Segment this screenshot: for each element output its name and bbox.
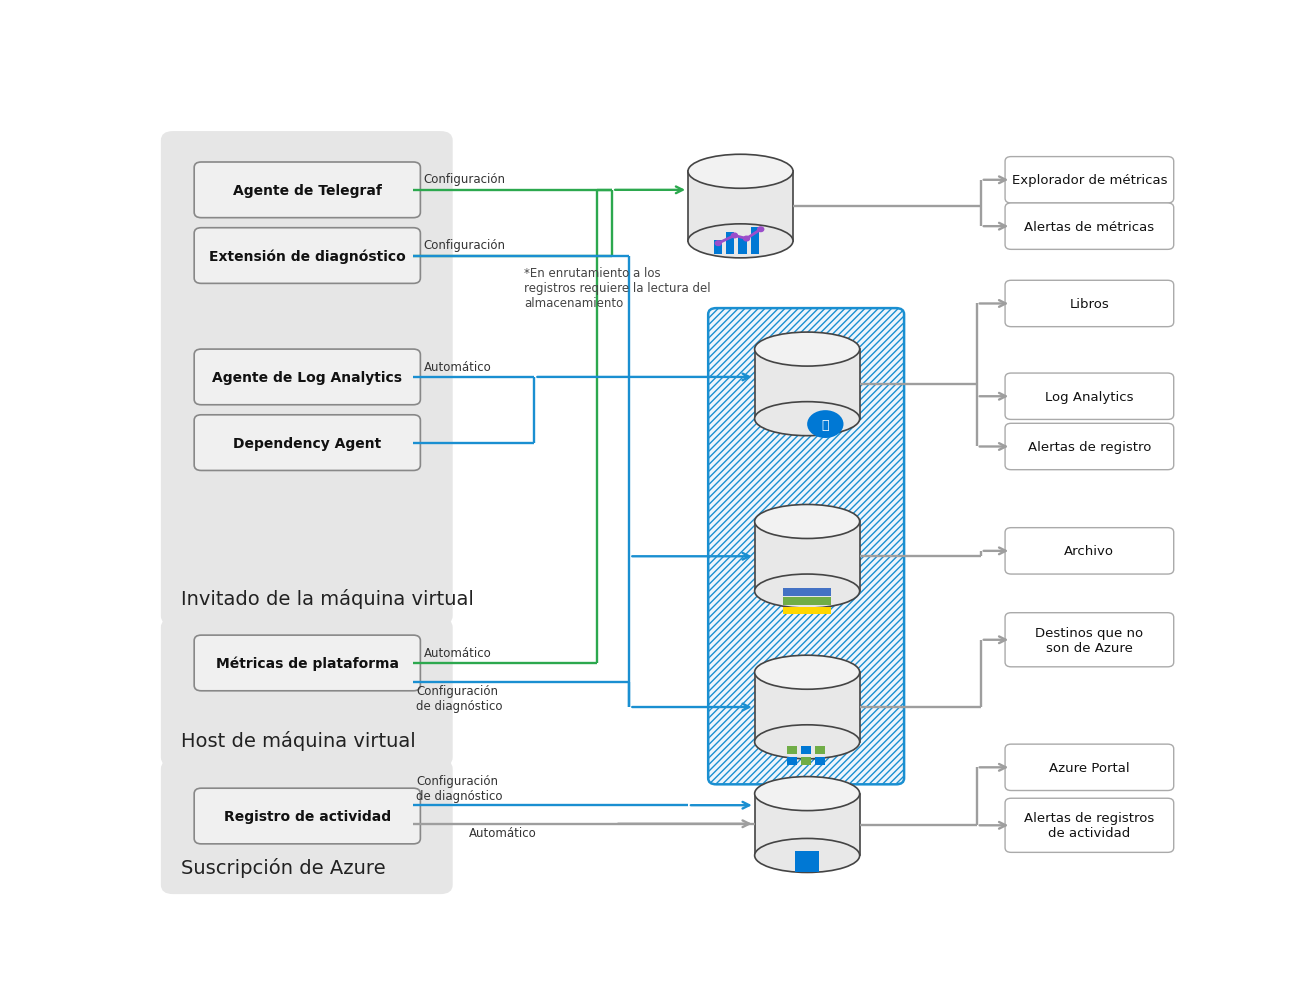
Bar (816, 746, 825, 754)
Text: Alertas de registros
de actividad: Alertas de registros de actividad (1024, 811, 1154, 840)
FancyBboxPatch shape (709, 309, 904, 784)
FancyBboxPatch shape (194, 350, 421, 405)
Bar (751, 228, 758, 255)
Text: Archivo: Archivo (1065, 545, 1114, 558)
Text: Extensión de diagnóstico: Extensión de diagnóstico (208, 249, 405, 264)
FancyBboxPatch shape (1005, 204, 1174, 250)
Text: *En enrutamiento a los
registros requiere la lectura del
almacenamiento: *En enrutamiento a los registros requier… (524, 267, 711, 310)
Polygon shape (688, 173, 794, 242)
Text: Métricas: Métricas (704, 194, 778, 209)
Polygon shape (754, 793, 860, 856)
Text: Log Analytics: Log Analytics (1045, 390, 1134, 403)
Ellipse shape (688, 155, 794, 190)
FancyBboxPatch shape (194, 636, 421, 691)
Text: Registro de actividad: Registro de actividad (224, 809, 391, 823)
Ellipse shape (688, 225, 794, 259)
Text: Alertas de métricas: Alertas de métricas (1024, 221, 1154, 234)
Text: Configuración
de diagnóstico: Configuración de diagnóstico (417, 684, 503, 712)
Polygon shape (754, 522, 860, 592)
Bar (787, 757, 797, 765)
Text: Registros: Registros (766, 371, 848, 386)
FancyBboxPatch shape (1005, 157, 1174, 204)
FancyBboxPatch shape (1005, 613, 1174, 667)
FancyBboxPatch shape (194, 229, 421, 284)
Text: Alertas de registro: Alertas de registro (1028, 440, 1151, 453)
Text: ꞵ: ꞵ (822, 418, 829, 431)
FancyBboxPatch shape (160, 619, 452, 766)
Circle shape (731, 234, 737, 239)
Text: Azure Portal: Azure Portal (1049, 761, 1130, 774)
Text: Dependency Agent: Dependency Agent (233, 436, 382, 450)
Ellipse shape (754, 839, 860, 873)
Text: Libros: Libros (1070, 298, 1109, 311)
Text: Automático: Automático (469, 826, 537, 840)
Ellipse shape (754, 725, 860, 759)
Text: Destinos que no
son de Azure: Destinos que no son de Azure (1036, 626, 1144, 654)
Bar (783, 589, 831, 596)
Polygon shape (754, 350, 860, 419)
FancyBboxPatch shape (194, 415, 421, 471)
Bar (714, 241, 722, 255)
Text: Automático: Automático (423, 647, 491, 659)
Ellipse shape (754, 656, 860, 689)
Bar (783, 598, 831, 606)
Polygon shape (754, 673, 860, 742)
Text: Invitado de la máquina virtual: Invitado de la máquina virtual (181, 589, 474, 609)
FancyBboxPatch shape (1005, 529, 1174, 575)
FancyBboxPatch shape (1005, 424, 1174, 470)
Bar (787, 746, 797, 754)
Bar (726, 233, 735, 255)
Bar (801, 746, 812, 754)
FancyBboxPatch shape (1005, 281, 1174, 327)
Circle shape (807, 411, 843, 438)
Text: Host de máquina virtual: Host de máquina virtual (181, 730, 416, 750)
Text: Métricas de plataforma: Métricas de plataforma (216, 656, 399, 671)
Bar (783, 607, 831, 615)
Bar (816, 757, 825, 765)
FancyBboxPatch shape (1005, 374, 1174, 420)
FancyBboxPatch shape (1005, 798, 1174, 853)
Text: Agente de Telegraf: Agente de Telegraf (233, 184, 382, 198)
Text: Configuración: Configuración (423, 239, 506, 252)
Text: Explorador de métricas: Explorador de métricas (1011, 175, 1167, 188)
FancyBboxPatch shape (160, 760, 452, 895)
FancyBboxPatch shape (1005, 744, 1174, 790)
Ellipse shape (754, 402, 860, 436)
Bar (739, 238, 747, 255)
Text: Configuración: Configuración (423, 174, 506, 186)
Circle shape (715, 242, 722, 247)
Text: Suscripción de Azure: Suscripción de Azure (181, 858, 386, 878)
Text: ActivityLog: ActivityLog (758, 813, 855, 828)
Bar (801, 757, 812, 765)
Bar (795, 851, 820, 873)
Ellipse shape (754, 333, 860, 367)
FancyBboxPatch shape (194, 788, 421, 844)
Text: Automático: Automático (423, 361, 491, 374)
Text: Almacena-
miento: Almacena- miento (766, 536, 848, 566)
Ellipse shape (754, 575, 860, 609)
Text: Centro de
eventos: Centro de eventos (769, 684, 846, 715)
Text: Agente de Log Analytics: Agente de Log Analytics (212, 370, 403, 384)
Circle shape (744, 237, 749, 242)
Ellipse shape (754, 776, 860, 810)
Circle shape (757, 228, 764, 233)
FancyBboxPatch shape (194, 162, 421, 219)
Ellipse shape (754, 505, 860, 539)
Text: Configuración
de diagnóstico: Configuración de diagnóstico (417, 774, 503, 802)
FancyBboxPatch shape (160, 132, 452, 626)
